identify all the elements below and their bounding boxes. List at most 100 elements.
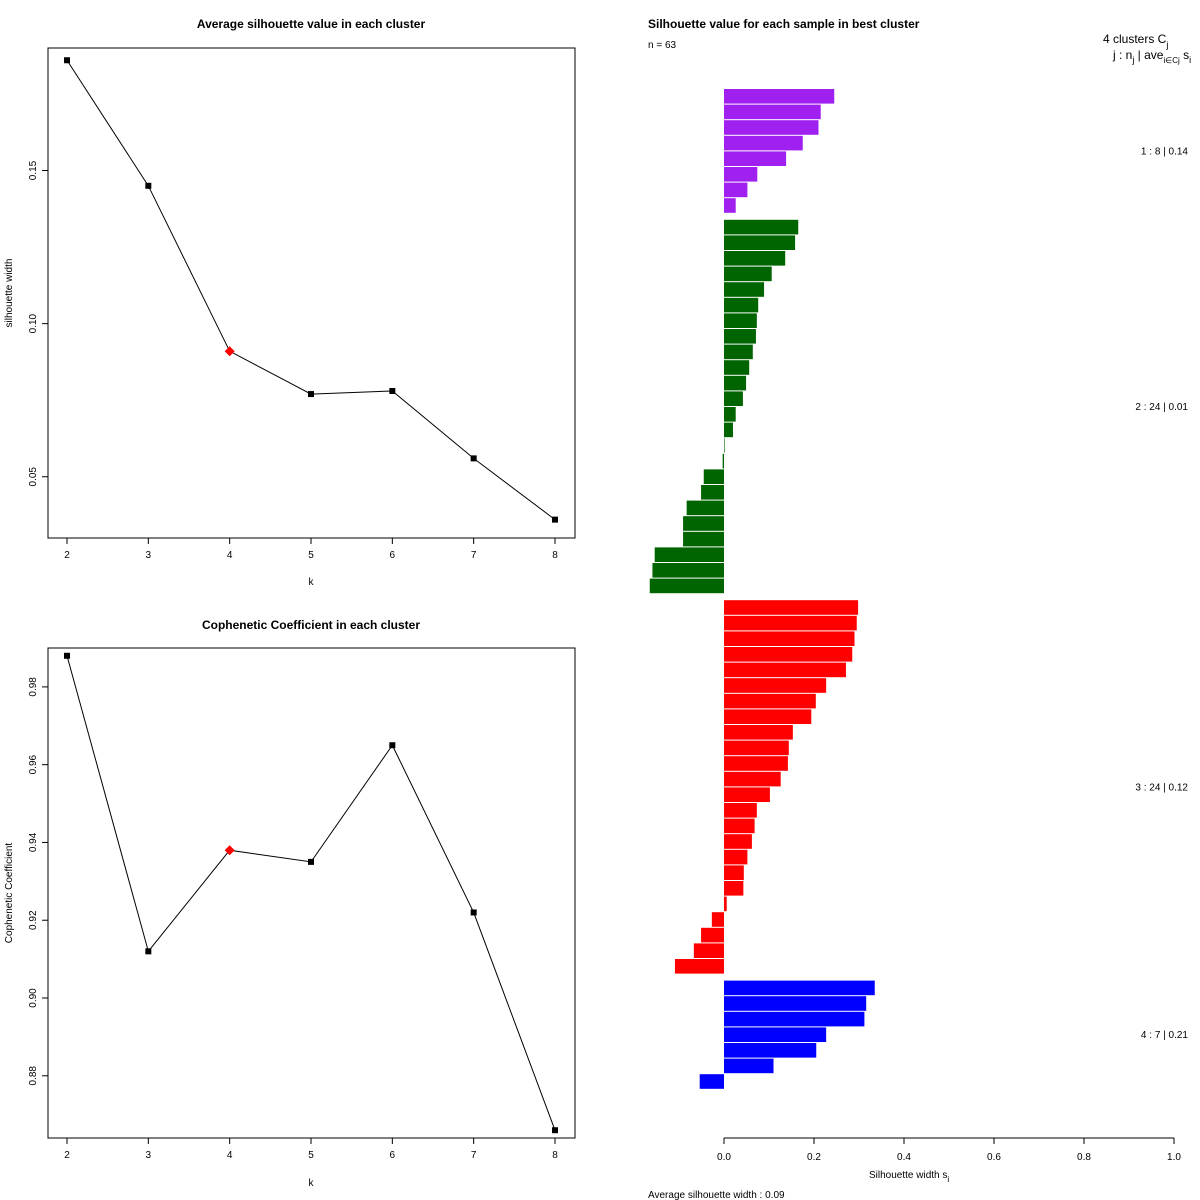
silhouette-bar	[724, 104, 821, 120]
silhouette-bar	[724, 756, 788, 771]
plot-frame	[47, 47, 576, 539]
silhouette-bar	[724, 1058, 774, 1074]
series-line	[64, 652, 558, 1134]
cluster-labels: 1 : 8 | 0.14 2 : 24 | 0.01 3 : 24 | 0.12 4 …	[1135, 146, 1188, 1041]
x-tick-label: 0.6	[987, 1152, 1001, 1163]
silhouette-bar	[724, 407, 736, 422]
silhouette-bar	[724, 678, 827, 693]
cluster-label: 4 : 7 | 0.21	[1141, 1030, 1189, 1041]
silhouette-bar	[724, 771, 781, 787]
y-axis-label: Cophenetic Coefficient	[4, 843, 15, 944]
y-tick-label: 0.15	[28, 160, 39, 180]
axes-ticks: 2 3 4 5 6 7 8 0.88 0.90 0.92 0.94 0.96 0.98	[28, 677, 558, 1161]
silhouette-bar	[724, 313, 757, 328]
chart-title: Average silhouette value in each cluster	[197, 17, 426, 31]
x-tick-label: 7	[471, 550, 477, 561]
data-point	[308, 858, 314, 865]
silhouette-bar	[724, 631, 855, 646]
legend-header-columns: j : nj | avei∈Cj si	[1112, 48, 1191, 65]
silhouette-bar	[724, 818, 755, 834]
silhouette-bar	[724, 980, 875, 996]
silhouette-bars	[649, 89, 875, 1089]
silhouette-bar	[724, 375, 747, 391]
silhouette-bar	[724, 834, 752, 849]
silhouette-bar	[724, 725, 793, 740]
data-point	[470, 455, 477, 462]
data-point	[145, 948, 152, 955]
silhouette-bar	[724, 344, 753, 360]
silhouette-bar	[724, 297, 759, 313]
data-point	[64, 652, 70, 659]
silhouette-bar	[724, 266, 772, 282]
silhouette-bar	[693, 943, 724, 958]
x-tick-label: 6	[390, 1150, 396, 1161]
silhouette-bar	[724, 151, 787, 166]
silhouette-bar	[711, 912, 724, 927]
x-tick-label: 4	[227, 1150, 233, 1161]
silhouette-bar	[724, 422, 733, 438]
x-tick-label: 2	[64, 550, 70, 561]
series-line-path	[66, 655, 556, 1131]
silhouette-bar	[724, 849, 748, 865]
x-axis-label: Silhouette width si	[869, 1170, 949, 1184]
best-k-marker	[224, 845, 235, 856]
silhouette-bar	[683, 531, 724, 547]
cluster-label: 1 : 8 | 0.14	[1141, 146, 1189, 157]
y-tick-label: 0.96	[28, 754, 39, 774]
data-point	[389, 388, 396, 394]
silhouette-bar	[724, 881, 744, 896]
data-point	[389, 742, 396, 749]
x-tick-label: 2	[64, 1150, 70, 1161]
chart-title: Cophenetic Coefficient in each cluster	[202, 618, 420, 632]
y-tick-label: 0.10	[28, 313, 39, 333]
data-point	[470, 909, 477, 916]
data-point	[308, 391, 314, 398]
silhouette-bar	[724, 135, 803, 151]
x-tick-label: 5	[308, 1150, 314, 1161]
best-k-marker	[224, 346, 235, 357]
silhouette-bar	[699, 1074, 724, 1089]
silhouette-bar	[724, 282, 765, 297]
x-tick-label: 0.0	[717, 1152, 731, 1163]
average-silhouette-width: Average silhouette width : 0.09	[648, 1190, 785, 1200]
silhouette-bar	[652, 563, 724, 578]
silhouette-bar	[724, 198, 736, 213]
silhouette-bar	[724, 647, 853, 662]
x-axis-ticks: 0.0 0.2 0.4 0.6 0.8 1.0	[717, 1137, 1181, 1163]
y-tick-label: 0.94	[28, 832, 39, 852]
data-point	[552, 1127, 558, 1134]
cluster-label: 2 : 24 | 0.01	[1135, 402, 1188, 413]
y-axis-label: silhouette width	[4, 259, 15, 328]
silhouette-bar	[724, 391, 743, 406]
silhouette-bar	[724, 360, 750, 375]
data-point	[145, 182, 152, 189]
silhouette-bar	[724, 251, 786, 266]
x-tick-label: 0.2	[807, 1152, 821, 1163]
silhouette-bar	[724, 662, 846, 678]
silhouette-bar-chart: Silhouette value for each sample in best…	[648, 17, 1191, 1200]
plot-frame	[47, 647, 576, 1139]
x-tick-label: 0.8	[1077, 1152, 1091, 1163]
silhouette-bar	[649, 578, 724, 594]
x-tick-label: 0.4	[897, 1152, 911, 1163]
chart-title: Silhouette value for each sample in best…	[648, 17, 920, 31]
x-tick-label: 8	[552, 550, 558, 561]
silhouette-bar	[701, 485, 724, 500]
silhouette-bar	[724, 693, 816, 709]
silhouette-bar	[724, 896, 727, 912]
x-tick-label: 8	[552, 1150, 558, 1161]
data-point	[64, 57, 70, 64]
silhouette-bar	[724, 1043, 817, 1058]
silhouette-bar	[724, 600, 859, 615]
silhouette-bar	[724, 438, 725, 453]
silhouette-bar	[724, 1027, 827, 1042]
silhouette-bar	[724, 803, 757, 818]
x-tick-label: 3	[146, 1150, 152, 1161]
x-axis-label: k	[309, 577, 315, 588]
silhouette-bar	[724, 329, 756, 344]
y-tick-label: 0.90	[28, 988, 39, 1008]
series-line	[64, 57, 558, 523]
silhouette-bar	[703, 469, 724, 484]
x-tick-label: 1.0	[1167, 1152, 1181, 1163]
x-tick-label: 6	[390, 550, 396, 561]
